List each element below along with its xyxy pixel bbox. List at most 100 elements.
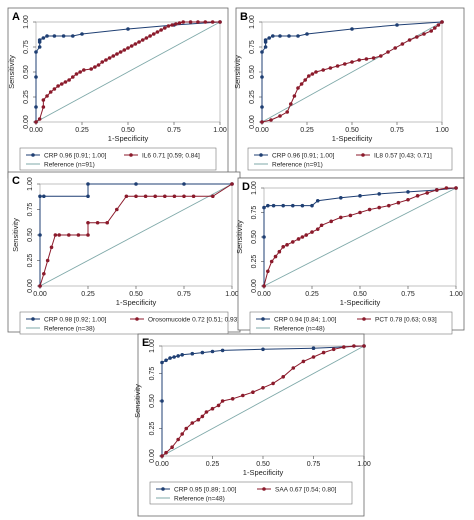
reference-line [161, 345, 365, 457]
x-tick-label: 1.00 [225, 291, 239, 298]
data-point [200, 350, 205, 355]
data-point [71, 75, 75, 79]
data-point [160, 399, 164, 403]
data-point [289, 102, 293, 106]
legend-label: CRP 0.96 [0.91; 1.00] [44, 153, 107, 160]
data-point [129, 44, 134, 48]
series-comparator [262, 186, 458, 288]
data-point [203, 20, 208, 24]
panel-frame [7, 171, 241, 333]
y-axis-label: Sensitivity [133, 384, 142, 418]
y-tick-label: 0.50 [27, 228, 34, 242]
data-point [182, 194, 186, 199]
data-point [53, 233, 58, 237]
data-point [48, 90, 53, 94]
panel-letter: D [242, 181, 250, 193]
data-point [153, 194, 157, 199]
data-point [34, 120, 38, 124]
data-point [170, 23, 174, 27]
data-point [263, 38, 268, 42]
data-point [216, 403, 221, 408]
data-point [78, 70, 82, 74]
data-point [358, 210, 362, 215]
data-point [67, 78, 71, 82]
data-point [335, 64, 340, 68]
legend-label: SAA 0.67 [0.54; 0.80] [275, 487, 337, 494]
data-point [436, 23, 441, 27]
data-point [377, 205, 382, 210]
legend-label: CRP 0.98 [0.92; 1.00] [44, 317, 107, 324]
y-tick-label: 0.25 [27, 254, 34, 268]
data-point [133, 42, 138, 46]
y-tick-label: 0.00 [27, 279, 34, 293]
data-point [140, 38, 145, 42]
data-point [143, 194, 148, 199]
y-tick-label: 0.50 [23, 65, 30, 79]
data-point [278, 34, 282, 38]
y-tick-label: 0.00 [23, 115, 30, 129]
data-point [86, 182, 90, 186]
legend-label: PCT 0.78 [0.63; 0.93] [375, 317, 437, 324]
y-tick-label: 0.25 [251, 255, 258, 269]
data-point [96, 63, 101, 67]
data-point [454, 186, 458, 190]
data-point [315, 227, 320, 231]
data-point [126, 46, 130, 50]
data-point [314, 70, 318, 74]
data-point [41, 98, 46, 102]
data-point [339, 215, 343, 220]
data-point [82, 68, 86, 72]
legend-label: IL6 0.71 [0.59; 0.84] [142, 153, 200, 160]
data-point [269, 259, 274, 264]
data-point [107, 56, 112, 60]
data-point [56, 84, 60, 88]
x-axis-label: 1-Specificity [108, 134, 149, 143]
reference-line [35, 21, 221, 123]
data-point [37, 45, 42, 49]
reference-line [263, 187, 457, 287]
data-point [387, 203, 391, 208]
data-point [271, 34, 275, 38]
data-point [124, 194, 129, 199]
data-point [331, 347, 336, 352]
data-point [395, 23, 399, 27]
data-point [210, 20, 215, 24]
data-point [321, 350, 326, 355]
series-comparator [38, 182, 234, 288]
panel-b: B 0.00 0.25 0.50 0.75 1.00 0.00 0.25 0.50 0.75 1.0… [233, 7, 465, 179]
data-point [111, 54, 116, 58]
data-point [261, 386, 265, 390]
series-line [263, 187, 456, 287]
y-tick-label: 0.75 [249, 40, 256, 54]
data-point [277, 249, 282, 254]
data-point [172, 355, 176, 359]
legend-label: Reference (n=91) [272, 162, 323, 169]
y-tick-label: 0.25 [149, 422, 156, 436]
data-point [76, 233, 81, 237]
data-point [263, 45, 268, 49]
data-point [425, 191, 430, 195]
data-point [261, 347, 265, 352]
data-point [304, 233, 309, 237]
data-point [350, 60, 354, 64]
data-point [177, 21, 182, 25]
legend-marker [161, 487, 165, 491]
series-comparator [34, 20, 222, 124]
data-point [319, 223, 324, 228]
data-point [59, 82, 64, 86]
x-tick-label: 0.00 [255, 127, 269, 134]
y-tick-label: 0.00 [249, 115, 256, 129]
data-point [191, 194, 196, 199]
data-point [170, 445, 174, 450]
data-point [57, 233, 61, 237]
data-point [291, 203, 295, 208]
data-point [168, 356, 172, 360]
data-point [166, 24, 171, 28]
data-point [159, 28, 163, 32]
data-point [407, 38, 412, 42]
x-axis-label: 1-Specificity [332, 134, 373, 143]
data-point [348, 213, 353, 218]
data-point [196, 20, 200, 24]
data-point [262, 205, 266, 210]
